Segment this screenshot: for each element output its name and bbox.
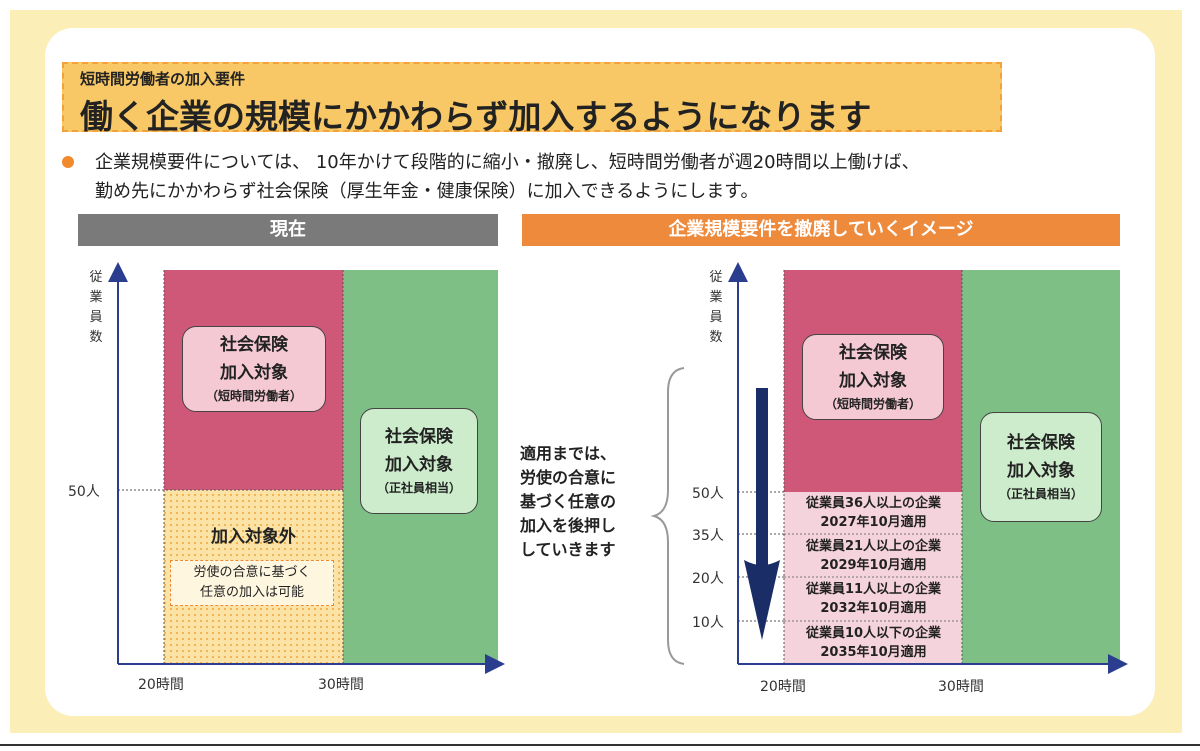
bullet-text: 企業規模要件については、 10年かけて段階的に縮小・撤廃し、短時間労働者が週20… bbox=[95, 148, 920, 206]
right-panel-header: 企業規模要件を撤廃していくイメージ bbox=[522, 214, 1120, 246]
bottom-divider bbox=[0, 744, 1200, 746]
right-pink-label-box: 社会保険 加入対象 （短時間労働者） bbox=[802, 334, 944, 420]
subtitle: 短時間労働者の加入要件 bbox=[80, 70, 246, 88]
left-tick-50: 50人 bbox=[68, 484, 100, 500]
stage-2032: 従業員11人以上の企業 2032年10月適用 bbox=[805, 582, 942, 616]
right-tick-20: 20人 bbox=[692, 571, 724, 587]
voluntary-note: 適用までは、 労使の合意に 基づく任意の 加入を後押し していきます bbox=[520, 444, 617, 559]
right-stage-area bbox=[784, 492, 962, 664]
outside-title: 加入対象外 bbox=[211, 527, 296, 547]
outside-note-box: 労使の合意に基づく 任意の加入は可能 bbox=[170, 560, 334, 606]
left-green-label-box: 社会保険 加入対象 （正社員相当） bbox=[360, 408, 478, 514]
bullet-line-1: 企業規模要件については、 10年かけて段階的に縮小・撤廃し、短時間労働者が週20… bbox=[95, 152, 920, 173]
stage-2029: 従業員21人以上の企業 2029年10月適用 bbox=[805, 539, 942, 573]
stage-2027: 従業員36人以上の企業 2027年10月適用 bbox=[805, 496, 942, 530]
right-xtick-20h: 20時間 bbox=[760, 679, 806, 695]
right-y-axis-label: 従業員数 bbox=[709, 270, 723, 345]
right-green-label-box: 社会保険 加入対象 （正社員相当） bbox=[980, 412, 1102, 522]
bullet-icon bbox=[62, 156, 74, 168]
left-panel-header: 現在 bbox=[78, 214, 498, 246]
title-band bbox=[62, 62, 1002, 132]
right-tick-35: 35人 bbox=[692, 528, 724, 544]
left-y-axis-label: 従業員数 bbox=[89, 270, 103, 345]
bullet-line-2: 勤め先にかかわらず社会保険（厚生年金・健康保険）に加入できるようにします。 bbox=[95, 181, 759, 202]
left-xtick-30h: 30時間 bbox=[318, 677, 364, 693]
page-title: 働く企業の規模にかかわらず加入するようになります bbox=[80, 97, 872, 136]
right-tick-10: 10人 bbox=[692, 615, 724, 631]
down-arrow-icon bbox=[744, 388, 780, 640]
right-xtick-30h: 30時間 bbox=[938, 679, 984, 695]
stage-2035: 従業員10人以下の企業 2035年10月適用 bbox=[805, 626, 942, 660]
right-tick-50: 50人 bbox=[692, 486, 724, 502]
left-pink-label-box: 社会保険 加入対象 （短時間労働者） bbox=[182, 326, 326, 412]
left-xtick-20h: 20時間 bbox=[138, 677, 184, 693]
curly-brace-icon bbox=[650, 367, 685, 665]
